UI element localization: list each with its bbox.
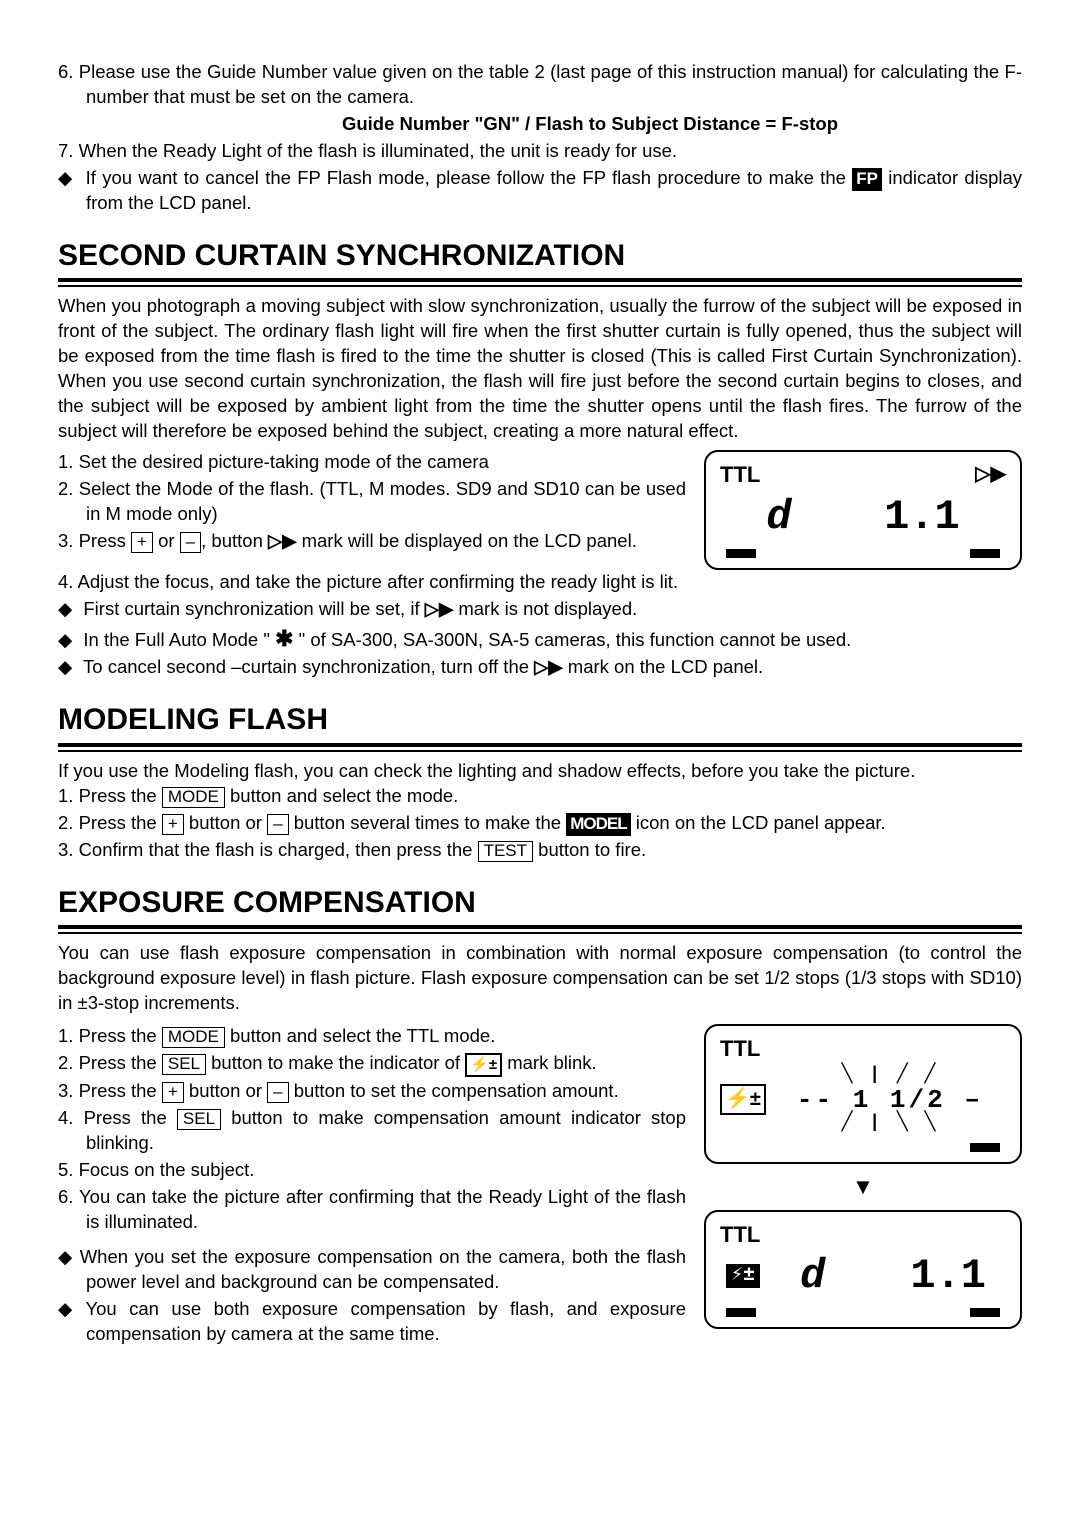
sc-step4: 4. Adjust the focus, and take the pictur… — [58, 570, 1022, 595]
fp-note-a: If you want to cancel the FP Flash mode,… — [86, 167, 853, 188]
step-6: 6. Please use the Guide Number value giv… — [58, 60, 1022, 110]
ec-step3: 3. Press the + button or – button to set… — [58, 1079, 686, 1104]
sc-bullet2: In the Full Auto Mode " ✱ " of SA-300, S… — [58, 624, 1022, 654]
ec-step2: 2. Press the SEL button to make the indi… — [58, 1051, 686, 1077]
lcd-arrow-down-icon: ▼ — [704, 1172, 1022, 1202]
ec3c: button to set the compensation amount. — [289, 1080, 619, 1101]
lcd-d: d — [766, 496, 791, 538]
ec4a: 4. Press the — [58, 1107, 177, 1128]
sc-step3: 3. Press + or –, button ▷▶ mark will be … — [58, 529, 686, 554]
mf1a: 1. Press the — [58, 785, 162, 806]
mf2b: button or — [184, 812, 267, 833]
ec2b: button to make the indicator of — [206, 1052, 465, 1073]
model-icon: MODEL — [566, 813, 630, 836]
sel-button-icon: SEL — [162, 1054, 206, 1075]
ec1a: 1. Press the — [58, 1025, 162, 1046]
sc-bullet1: First curtain synchronization will be se… — [58, 597, 1022, 622]
ec2a: 2. Press the — [58, 1052, 162, 1073]
lcd2-dash-r: ▬ — [970, 1299, 1000, 1317]
sc3a: 3. Press — [58, 530, 131, 551]
intro-block: 6. Please use the Guide Number value giv… — [58, 60, 1022, 216]
plus-button-icon-3: + — [162, 1082, 184, 1103]
scb1b: mark is not displayed. — [453, 598, 637, 619]
second-curtain-para: When you photograph a moving subject wit… — [58, 294, 1022, 444]
exposure-title: EXPOSURE COMPENSATION — [58, 883, 1022, 930]
lcd2-d: d — [800, 1255, 825, 1297]
sc-step1: 1. Set the desired picture-taking mode o… — [58, 450, 686, 475]
lcd-exposure-1: TTL ⚡± ╲ | ╱ ╱ -- 1 1/2 – ╱ | ╲ ╲ ▬ — [704, 1024, 1022, 1164]
step-7: 7. When the Ready Light of the flash is … — [58, 139, 1022, 164]
exposure-row: 1. Press the MODE button and select the … — [58, 1024, 1022, 1349]
ec-step1: 1. Press the MODE button and select the … — [58, 1024, 686, 1049]
sc-step2: 2. Select the Mode of the flash. (TTL, M… — [58, 477, 686, 527]
mf3a: 3. Confirm that the flash is charged, th… — [58, 839, 478, 860]
lcd1-dash: ▬ — [970, 1134, 1000, 1152]
scb3a: To cancel second –curtain synchronizatio… — [83, 656, 534, 677]
sc3d: mark will be displayed on the LCD panel. — [296, 530, 636, 551]
lcd1-dial-mid: -- 1 1/2 – — [774, 1086, 1006, 1115]
fp-cancel-note: If you want to cancel the FP Flash mode,… — [58, 166, 1022, 216]
mf-step1: 1. Press the MODE button and select the … — [58, 784, 1022, 809]
exposure-lcd-stack: TTL ⚡± ╲ | ╱ ╱ -- 1 1/2 – ╱ | ╲ ╲ ▬ ▼ TT… — [704, 1024, 1022, 1329]
gn-formula: Guide Number "GN" / Flash to Subject Dis… — [58, 112, 1022, 137]
sc3c: , button — [201, 530, 268, 551]
lcd-ttl: TTL — [720, 460, 760, 490]
lcd1-dial-top: ╲ | ╱ ╱ — [774, 1066, 1006, 1086]
sc3b: or — [153, 530, 180, 551]
rear-curtain-icon-2: ▷▶ — [425, 598, 453, 619]
star-icon: ✱ — [275, 626, 293, 651]
fp-icon: FP — [852, 168, 882, 191]
mf3b: button to fire. — [533, 839, 646, 860]
rear-curtain-icon-3: ▷▶ — [534, 656, 562, 677]
lcd1-flash-icon: ⚡± — [720, 1084, 766, 1115]
ec-bullet2: You can use both exposure compensation b… — [58, 1297, 686, 1347]
ec-step5: 5. Focus on the subject. — [58, 1158, 686, 1183]
ec1b: button and select the TTL mode. — [225, 1025, 495, 1046]
minus-button-icon-3: – — [267, 1082, 288, 1103]
ec2c: mark blink. — [502, 1052, 597, 1073]
mf2a: 2. Press the — [58, 812, 162, 833]
mf2c: button several times to make the — [289, 812, 567, 833]
test-button-icon: TEST — [478, 841, 533, 862]
mf1b: button and select the mode. — [225, 785, 458, 806]
plus-button-icon-2: + — [162, 814, 184, 835]
scb3b: mark on the LCD panel. — [563, 656, 764, 677]
lcd-exposure-2: TTL ⚡± d 1.1 ▬ ▬ — [704, 1210, 1022, 1330]
ec-step6: 6. You can take the picture after confir… — [58, 1185, 686, 1235]
scb2b: " of SA-300, SA-300N, SA-5 cameras, this… — [294, 629, 852, 650]
ec-step4: 4. Press the SEL button to make compensa… — [58, 1106, 686, 1156]
minus-button-icon: – — [180, 532, 201, 553]
plus-button-icon: + — [131, 532, 153, 553]
minus-button-icon-2: – — [267, 814, 288, 835]
exposure-para: You can use flash exposure compensation … — [58, 941, 1022, 1016]
mf-step3: 3. Confirm that the flash is charged, th… — [58, 838, 1022, 863]
rear-curtain-icon: ▷▶ — [268, 530, 296, 551]
sc-bullet3: To cancel second –curtain synchronizatio… — [58, 655, 1022, 680]
mf2d: icon on the LCD panel appear. — [631, 812, 886, 833]
scb1a: First curtain synchronization will be se… — [83, 598, 424, 619]
ec3a: 3. Press the — [58, 1080, 162, 1101]
modeling-para: If you use the Modeling flash, you can c… — [58, 759, 1022, 784]
mode-button-icon: MODE — [162, 787, 225, 808]
lcd2-flash-icon: ⚡± — [726, 1264, 760, 1288]
mf-step2: 2. Press the + button or – button severa… — [58, 811, 1022, 836]
lcd-dash-r: ▬ — [970, 540, 1000, 558]
mode-button-icon-2: MODE — [162, 1027, 225, 1048]
lcd2-ttl: TTL — [720, 1220, 1006, 1250]
sel-button-icon-2: SEL — [177, 1109, 221, 1130]
ec3b: button or — [184, 1080, 267, 1101]
flash-comp-icon: ⚡± — [465, 1053, 502, 1077]
second-curtain-title: SECOND CURTAIN SYNCHRONIZATION — [58, 236, 1022, 283]
second-curtain-steps-row: 1. Set the desired picture-taking mode o… — [58, 450, 1022, 570]
lcd1-ttl: TTL — [720, 1034, 1006, 1064]
modeling-title: MODELING FLASH — [58, 700, 1022, 747]
lcd-second-curtain: TTL ▷▶ d 1.1 ▬ ▬ — [704, 450, 1022, 570]
scb2a: In the Full Auto Mode " — [83, 629, 275, 650]
lcd-rear-icon: ▷▶ — [975, 461, 1006, 488]
lcd2-dash-l: ▬ — [726, 1299, 756, 1317]
ec-bullet1: When you set the exposure compensation o… — [58, 1245, 686, 1295]
lcd-dash-l: ▬ — [726, 540, 756, 558]
lcd-ratio: 1.1 — [884, 496, 960, 538]
